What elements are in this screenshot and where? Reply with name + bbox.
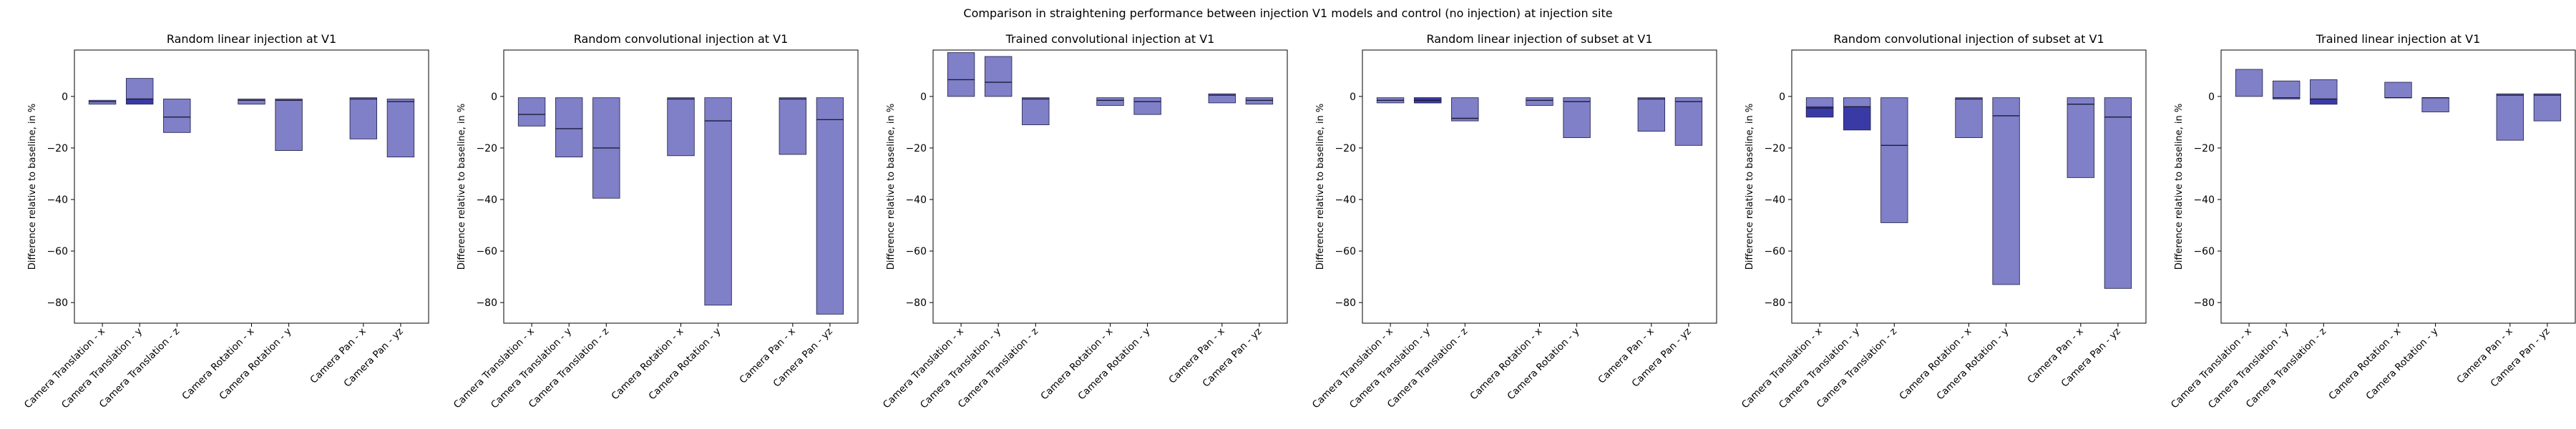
y-tick-label: −60 bbox=[2193, 246, 2215, 257]
bar bbox=[1880, 97, 1908, 223]
y-tick-label: 0 bbox=[1350, 92, 1356, 103]
bar bbox=[947, 52, 975, 97]
x-tick-label: Camera Rotation - x bbox=[1897, 326, 1974, 403]
plot-frame bbox=[503, 49, 859, 324]
bar bbox=[1133, 97, 1161, 115]
x-tick-label: Camera Rotation - y bbox=[218, 326, 294, 403]
bar bbox=[2272, 80, 2301, 99]
y-tick-label: −80 bbox=[2193, 297, 2215, 309]
bar bbox=[1563, 97, 1591, 138]
bar bbox=[125, 78, 154, 99]
y-tick-label: −40 bbox=[1764, 194, 1785, 206]
y-tick-label: −80 bbox=[1764, 297, 1785, 309]
bar bbox=[2235, 69, 2263, 97]
bar bbox=[386, 99, 415, 158]
bar bbox=[2104, 97, 2132, 289]
y-axis-label: Difference relative to baseline, in % bbox=[886, 104, 897, 270]
bar bbox=[1955, 97, 1983, 138]
bar bbox=[667, 97, 695, 157]
y-tick-label: 0 bbox=[62, 92, 68, 103]
x-tick-label: Camera Rotation - x bbox=[180, 326, 256, 403]
bar-overlap bbox=[1843, 106, 1871, 131]
y-tick-label: −20 bbox=[2193, 143, 2215, 154]
bar bbox=[1674, 97, 1703, 146]
bar bbox=[2533, 93, 2562, 122]
panel-title: Random linear injection at V1 bbox=[167, 32, 336, 46]
y-tick-label: −80 bbox=[476, 297, 497, 309]
bar bbox=[2421, 97, 2449, 112]
bar bbox=[704, 97, 732, 306]
y-tick-label: −20 bbox=[47, 143, 68, 154]
y-tick-label: −60 bbox=[1335, 246, 1356, 257]
panel-title: Trained linear injection at V1 bbox=[2316, 32, 2481, 46]
bar bbox=[349, 97, 378, 139]
y-axis-label: Difference relative to baseline, in % bbox=[1745, 104, 1755, 270]
y-tick-label: −80 bbox=[905, 297, 927, 309]
bar bbox=[88, 99, 117, 105]
plot-frame bbox=[1362, 49, 1717, 324]
bar bbox=[816, 97, 844, 315]
bar-overlap bbox=[2310, 99, 2338, 105]
plot-frame bbox=[1791, 49, 2147, 324]
y-tick-label: 0 bbox=[1779, 92, 1785, 103]
y-tick-label: −60 bbox=[905, 246, 927, 257]
panel-title: Trained convolutional injection at V1 bbox=[1005, 32, 1215, 46]
y-tick-label: 0 bbox=[2208, 92, 2215, 103]
y-tick-label: −20 bbox=[905, 143, 927, 154]
x-tick-label: Camera Rotation - y bbox=[1076, 326, 1153, 403]
bar bbox=[2067, 97, 2095, 178]
y-tick-label: −40 bbox=[1335, 194, 1356, 206]
y-tick-label: −40 bbox=[905, 194, 927, 206]
bar bbox=[1208, 93, 1236, 104]
figure-title: Comparison in straightening performance … bbox=[963, 6, 1613, 20]
bar-overlap bbox=[1805, 106, 1834, 118]
y-axis-label: Difference relative to baseline, in % bbox=[457, 104, 467, 270]
y-tick-label: −20 bbox=[1335, 143, 1356, 154]
panel-title: Random linear injection of subset at V1 bbox=[1426, 32, 1652, 46]
panel-title: Random convolutional injection of subset… bbox=[1833, 32, 2104, 46]
y-axis-label: Difference relative to baseline, in % bbox=[2174, 104, 2185, 270]
bar bbox=[1526, 97, 1553, 106]
y-tick-label: −80 bbox=[47, 297, 68, 309]
y-tick-label: −20 bbox=[476, 143, 497, 154]
y-tick-label: −80 bbox=[1335, 297, 1356, 309]
bar bbox=[238, 99, 265, 105]
x-tick-label: Camera Rotation - y bbox=[2364, 326, 2441, 403]
bar bbox=[555, 97, 583, 158]
x-tick-label: Camera Rotation - x bbox=[609, 326, 686, 403]
y-tick-label: −60 bbox=[1764, 246, 1785, 257]
y-axis-label: Difference relative to baseline, in % bbox=[1315, 104, 1326, 270]
bar bbox=[1245, 97, 1274, 105]
y-tick-label: −40 bbox=[476, 194, 497, 206]
bar bbox=[2384, 82, 2412, 99]
y-tick-label: 0 bbox=[491, 92, 497, 103]
y-tick-label: 0 bbox=[920, 92, 927, 103]
bar bbox=[1992, 97, 2020, 285]
y-tick-label: −60 bbox=[476, 246, 497, 257]
x-tick-label: Camera Rotation - x bbox=[1468, 326, 1544, 403]
bar-overlap bbox=[125, 99, 154, 105]
y-tick-label: −60 bbox=[47, 246, 68, 257]
x-tick-label: Camera Rotation - x bbox=[1038, 326, 1115, 403]
x-tick-label: Camera Rotation - y bbox=[1506, 326, 1582, 403]
bar bbox=[1022, 97, 1050, 125]
y-tick-label: −40 bbox=[2193, 194, 2215, 206]
bar bbox=[1451, 97, 1479, 122]
bar bbox=[1096, 97, 1124, 106]
y-tick-label: −20 bbox=[1764, 143, 1785, 154]
bar bbox=[2496, 93, 2524, 141]
bar bbox=[275, 99, 303, 151]
x-tick-label: Camera Rotation - x bbox=[2326, 326, 2403, 403]
bar bbox=[779, 97, 807, 155]
bar bbox=[517, 97, 546, 127]
bar bbox=[163, 99, 191, 133]
bar bbox=[1637, 97, 1666, 132]
x-tick-label: Camera Rotation - y bbox=[647, 326, 723, 403]
x-tick-label: Camera Rotation - y bbox=[1935, 326, 2011, 403]
y-axis-label: Difference relative to baseline, in % bbox=[27, 104, 38, 270]
bar bbox=[984, 56, 1013, 97]
y-tick-label: −40 bbox=[47, 194, 68, 206]
panel-title: Random convolutional injection at V1 bbox=[574, 32, 789, 46]
